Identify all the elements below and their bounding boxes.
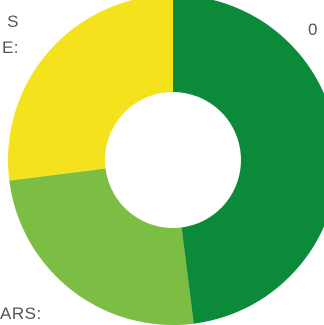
legend-label-top-left-2: E: xyxy=(1,38,19,57)
donut-slice-3 xyxy=(7,0,173,181)
legend-label-top-right: 0 xyxy=(308,20,318,39)
legend-label-bottom-left: ARS: xyxy=(0,304,42,323)
legend-label-top-left: S xyxy=(7,12,19,31)
donut-slice-2 xyxy=(9,168,194,325)
donut-slice-1 xyxy=(173,0,324,324)
